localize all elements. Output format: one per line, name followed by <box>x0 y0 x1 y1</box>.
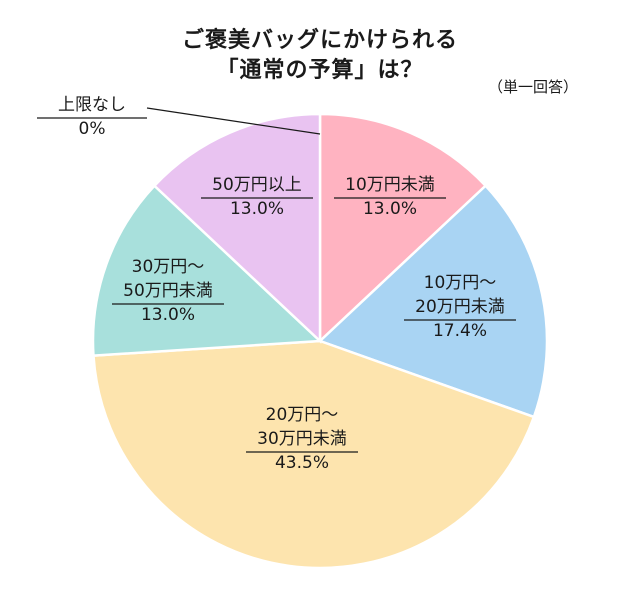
pie-slice-1 <box>317 183 549 419</box>
slice-value-label-1: 17.4% <box>433 321 487 341</box>
slice-category-label-1: 10万円〜 <box>424 273 497 293</box>
slice-label-4: 50万円以上 13.0% <box>201 175 313 219</box>
chart-subtitle: （単一回答） <box>487 78 578 96</box>
pie-slice-2 <box>92 339 536 570</box>
slice-value-label-3: 13.0% <box>141 305 195 325</box>
slice-value-label-2: 43.5% <box>275 453 329 473</box>
slice-category-label-1: 20万円未満 <box>415 297 505 317</box>
pie-slice-3 <box>91 183 323 357</box>
slice-value-label-4: 13.0% <box>230 199 284 219</box>
leader-line-5 <box>146 107 321 135</box>
pie-labels: 10万円未満 13.0% 10万円〜 20万円未満 17.4% 20万円〜 30万円未満 43… <box>37 95 516 473</box>
slice-category-label-4: 50万円以上 <box>212 175 302 195</box>
slice-label-0: 10万円未満 13.0% <box>334 175 446 219</box>
slice-label-3: 30万円〜 50万円未満 13.0% <box>112 257 224 325</box>
slice-category-label-3: 30万円〜 <box>132 257 205 277</box>
slice-label-5: 上限なし 0% <box>37 95 147 139</box>
slice-category-label-2: 30万円未満 <box>257 429 347 449</box>
slice-category-label-3: 50万円未満 <box>123 281 213 301</box>
slice-value-label-5: 0% <box>79 119 106 139</box>
slice-category-label-0: 10万円未満 <box>345 175 435 195</box>
pie-slice-4 <box>152 112 322 344</box>
slice-label-1: 10万円〜 20万円未満 17.4% <box>404 273 516 341</box>
chart-title-line-1: ご褒美バッグにかけられる <box>181 28 458 53</box>
slice-category-label-2: 20万円〜 <box>266 405 339 425</box>
chart-title-line-2: 「通常の予算」は？ <box>216 58 424 83</box>
slice-category-label-5: 上限なし <box>58 95 126 115</box>
pie-slices <box>91 112 549 570</box>
pie-slice-0 <box>318 112 488 344</box>
chart-title: ご褒美バッグにかけられる 「通常の予算」は？ <box>0 26 640 86</box>
slice-value-label-0: 13.0% <box>363 199 417 219</box>
slice-label-2: 20万円〜 30万円未満 43.5% <box>246 405 358 473</box>
